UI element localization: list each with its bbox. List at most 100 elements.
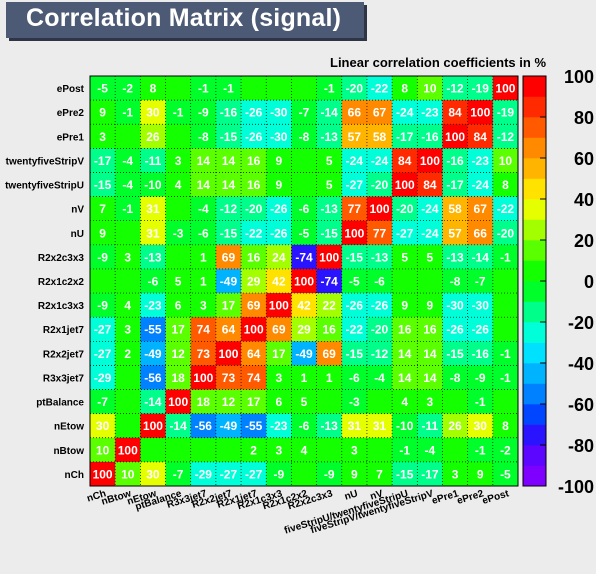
cell-value: 8 [502, 178, 509, 192]
heatmap-cell [467, 268, 494, 294]
heatmap-cell [291, 461, 317, 487]
heatmap-cell [90, 413, 116, 439]
heatmap-cell [417, 293, 443, 318]
cell-value: 69 [247, 299, 261, 313]
heatmap-cell [366, 365, 393, 390]
cell-value: -8 [198, 130, 209, 144]
cell-value: -49 [295, 347, 313, 361]
cell-value: 3 [351, 443, 358, 457]
heatmap-cell [366, 461, 393, 487]
cell-value: -2 [122, 82, 133, 96]
heatmap-cell [492, 172, 519, 197]
cell-value: -15 [94, 178, 112, 192]
cell-value: -1 [223, 82, 234, 96]
heatmap-cell [467, 172, 494, 197]
heatmap-cell [366, 148, 393, 173]
heatmap-cell [266, 244, 292, 270]
heatmap-cell [291, 268, 317, 294]
cell-value: 30 [146, 467, 160, 481]
heatmap-cell [417, 148, 443, 173]
cell-value: 64 [247, 347, 261, 361]
heatmap-cell [115, 172, 141, 197]
colorbar-bin [523, 404, 546, 425]
cell-value: 9 [99, 106, 106, 120]
cell-value: 9 [99, 226, 106, 240]
colorbar-bin [523, 137, 546, 159]
cell-value: 16 [247, 178, 261, 192]
heatmap-cell [366, 293, 393, 318]
cell-value: 16 [247, 250, 261, 264]
heatmap-cell [115, 293, 141, 318]
heatmap-cell [366, 389, 393, 414]
heatmap-cell [241, 437, 267, 463]
cell-value: -9 [324, 467, 335, 481]
heatmap-cell [492, 365, 519, 390]
heatmap-cell [90, 100, 116, 125]
heatmap-cell [165, 148, 192, 173]
colorbar-tick-label: -100 [558, 477, 594, 497]
cell-value: 74 [197, 323, 211, 337]
cell-value: -3 [173, 226, 184, 240]
heatmap-cell [266, 172, 292, 197]
cell-value: -56 [195, 419, 213, 433]
heatmap-cell [341, 437, 368, 463]
y-tick-label: ePre2 [57, 108, 85, 119]
heatmap-cell [90, 293, 116, 318]
cell-value: -1 [173, 106, 184, 120]
colorbar-tick-label: -60 [568, 395, 594, 415]
heatmap-cell [266, 220, 292, 246]
cell-value: 4 [401, 395, 408, 409]
heatmap-cell [341, 196, 368, 222]
cell-value: 66 [474, 226, 488, 240]
cell-value: 84 [474, 130, 488, 144]
heatmap-cell [215, 244, 242, 270]
heatmap-cell [341, 244, 368, 270]
cell-value: 2 [250, 443, 257, 457]
cell-value: -27 [245, 467, 263, 481]
cell-value: -49 [144, 347, 162, 361]
cell-value: 3 [200, 299, 207, 313]
cell-value: 84 [448, 106, 462, 120]
cell-value: 26 [448, 419, 462, 433]
cell-value: -13 [144, 250, 162, 264]
heatmap-cell [266, 461, 292, 487]
heatmap-cell [392, 293, 418, 318]
heatmap-cell [190, 268, 217, 294]
cell-value: -7 [299, 106, 310, 120]
colorbar-tick-label: 80 [574, 108, 594, 128]
cell-value: 3 [275, 443, 282, 457]
cell-value: 3 [275, 371, 282, 385]
cell-value: 3 [452, 467, 459, 481]
cell-value: 26 [146, 130, 160, 144]
cell-value: -24 [396, 106, 414, 120]
heatmap-cell [492, 461, 519, 487]
heatmap-cell [417, 317, 443, 342]
heatmap-cell [341, 365, 368, 390]
cell-value: -6 [349, 371, 360, 385]
heatmap-cell [392, 124, 418, 149]
heatmap-cell [467, 341, 494, 366]
heatmap-cell [492, 196, 519, 222]
heatmap-cell [140, 341, 166, 366]
heatmap-cell [266, 76, 292, 101]
heatmap-cell [316, 365, 343, 390]
colorbar-bin [523, 301, 546, 323]
heatmap-cell [165, 437, 192, 463]
heatmap-cell [140, 268, 166, 294]
heatmap-cell [90, 244, 116, 270]
heatmap-cell [115, 461, 141, 487]
chart-title: Correlation Matrix (signal) [26, 4, 342, 32]
x-axis-labels: nChnBtownEtowptBalanceR3x3jet7R2x2jet7R2… [86, 488, 511, 536]
heatmap-cell [316, 341, 343, 366]
heatmap-cell [316, 413, 343, 439]
cell-value: -15 [346, 250, 364, 264]
cell-value: 3 [175, 154, 182, 168]
cell-value: 100 [143, 419, 163, 433]
heatmap-cell [316, 389, 343, 414]
cell-value: 12 [171, 347, 185, 361]
cell-value: 1 [200, 275, 207, 289]
heatmap-cell [316, 76, 343, 101]
cell-value: -5 [299, 226, 310, 240]
cell-value: -19 [497, 106, 515, 120]
heatmap-cell [492, 317, 519, 342]
